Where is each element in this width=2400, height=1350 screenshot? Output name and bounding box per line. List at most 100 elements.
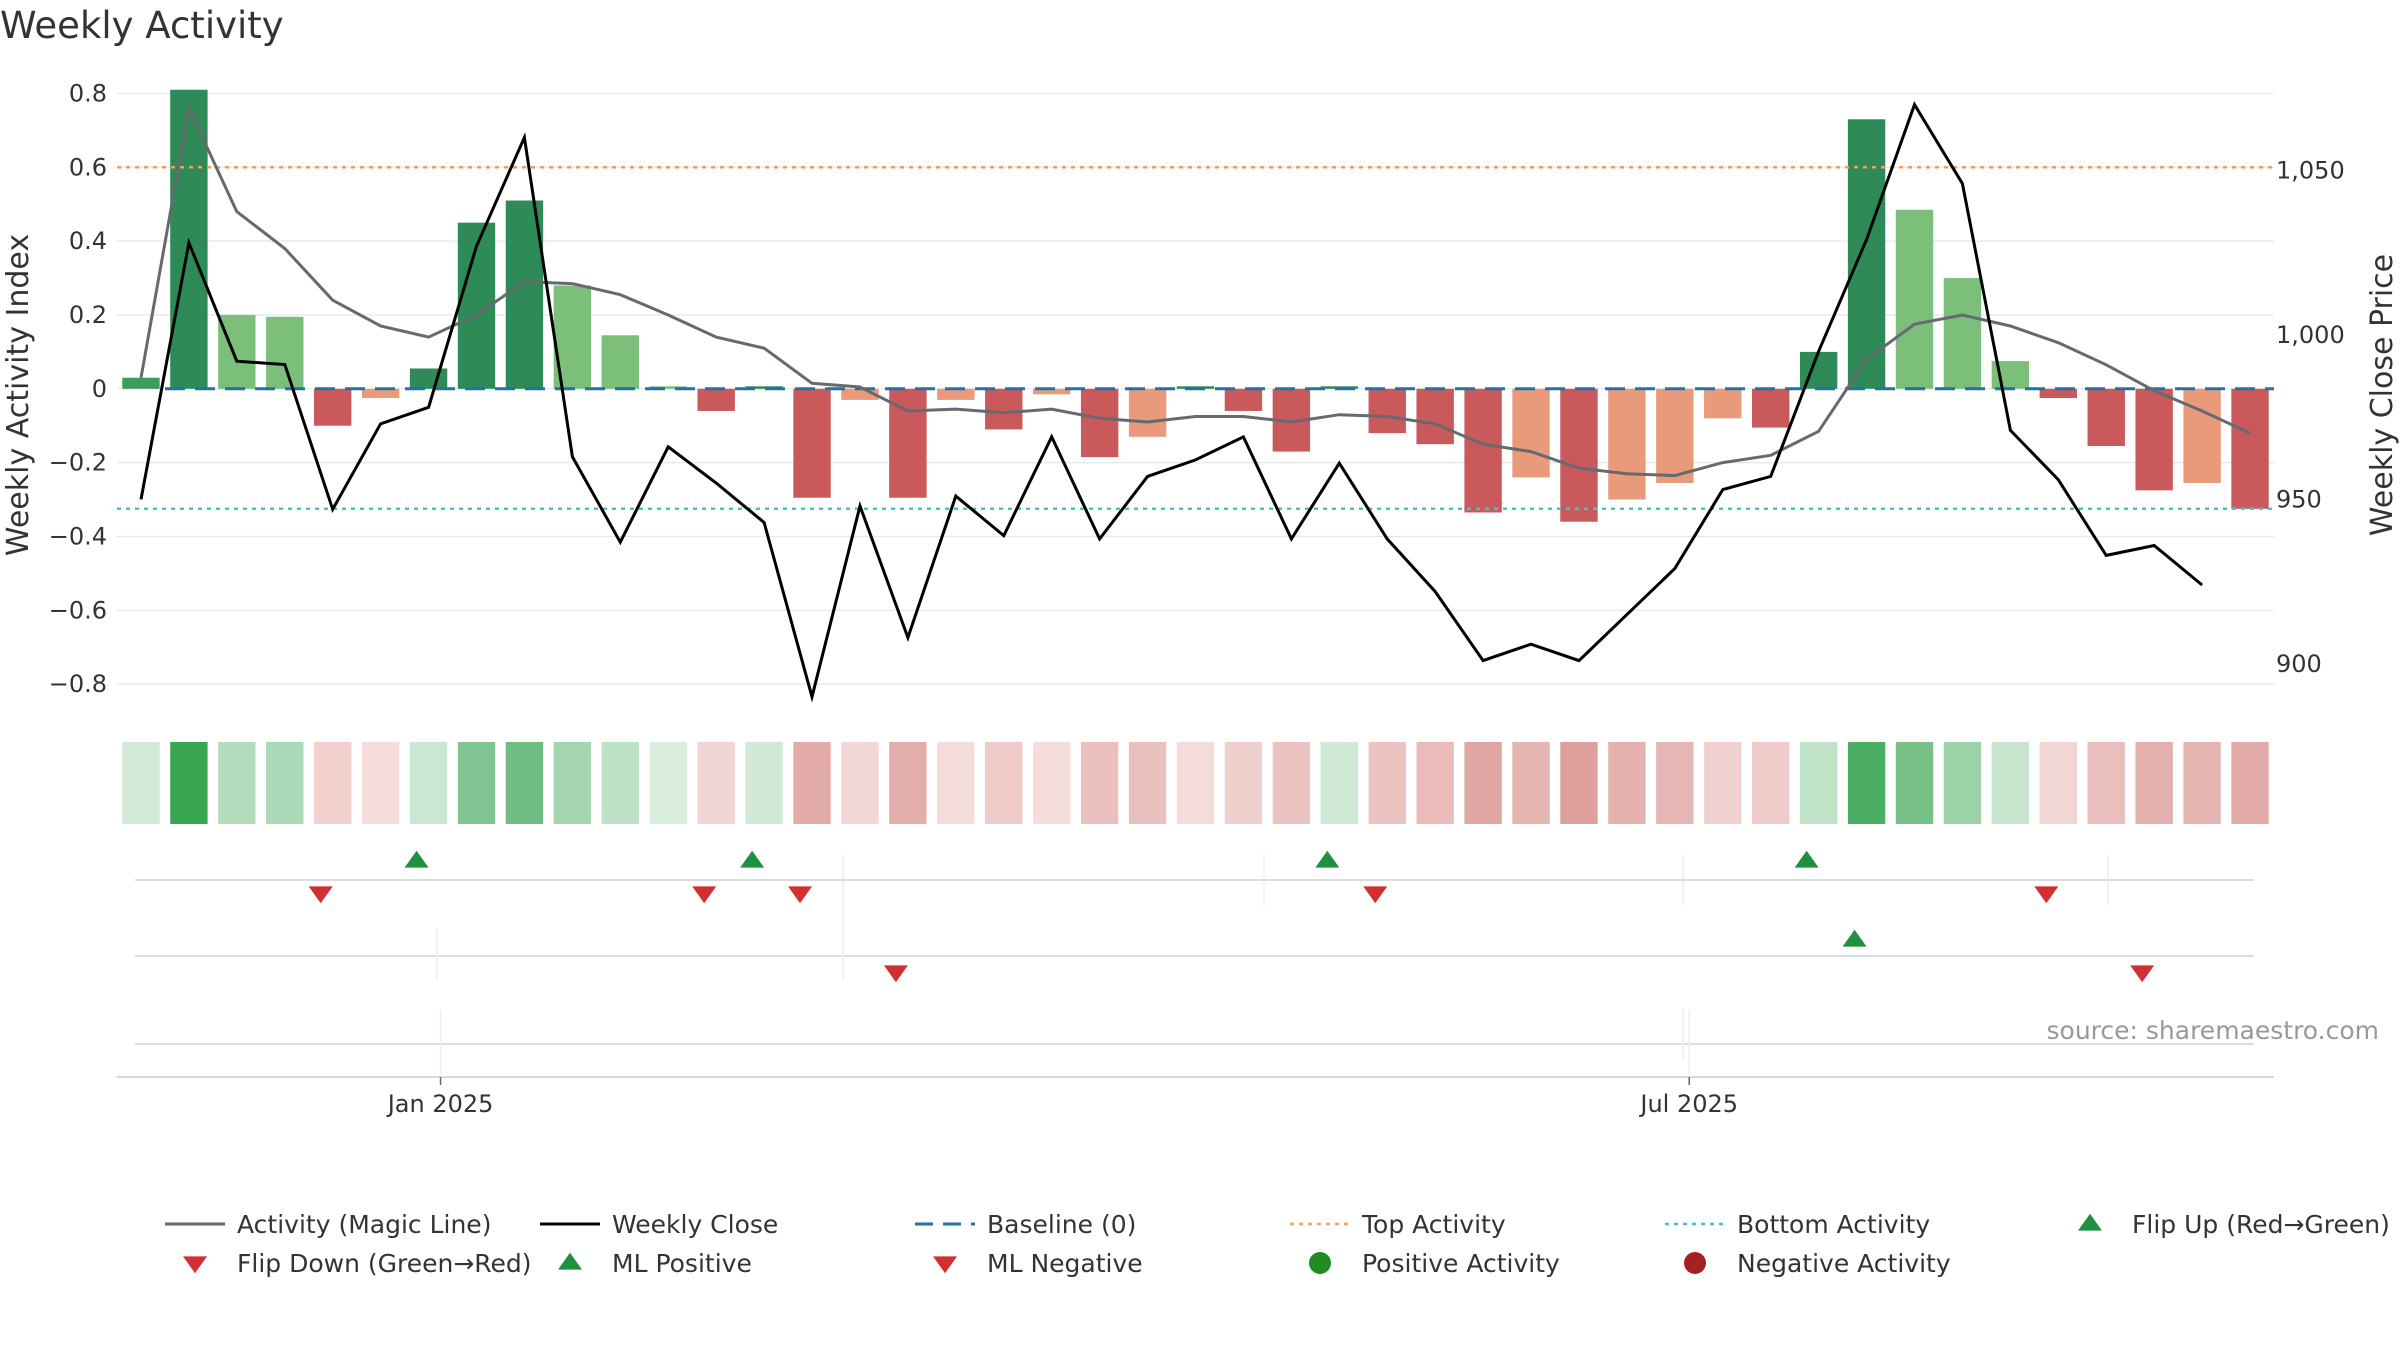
- magic-line-series: [139, 103, 2251, 478]
- activity-bar: [745, 386, 783, 389]
- legend-swatch: [1309, 1252, 1331, 1274]
- legend-swatch: [558, 1252, 582, 1270]
- heat-cell: [1464, 742, 1502, 824]
- activity-bar: [1224, 388, 1263, 411]
- heat-cell: [553, 742, 592, 824]
- ml-positive-marker: [1842, 929, 1867, 947]
- flip-up-marker: [404, 850, 429, 868]
- ml-negative-marker: [2130, 965, 2155, 983]
- legend-label: Positive Activity: [1362, 1249, 1560, 1278]
- chart-title: Weekly Activity: [0, 4, 284, 47]
- heat-cell: [985, 742, 1023, 824]
- activity-bar: [1560, 388, 1598, 522]
- y2-tick-label: 950: [2276, 485, 2322, 513]
- activity-bar: [1368, 388, 1406, 434]
- activity-bar: [2039, 388, 2077, 399]
- heat-cell: [505, 742, 544, 824]
- heat-cell: [361, 742, 400, 824]
- activity-bar: [649, 386, 687, 389]
- heat-cell: [1176, 742, 1215, 824]
- legend: Activity (Magic Line) Weekly Close Baselin…: [165, 1210, 2390, 1278]
- activity-bar: [1080, 388, 1119, 458]
- y-tick-label: −0.8: [49, 670, 107, 698]
- legend-label: Bottom Activity: [1737, 1210, 1930, 1239]
- heat-cell: [1033, 742, 1071, 824]
- heat-cell: [745, 742, 783, 824]
- flip-marker-panel: [117, 850, 2274, 1078]
- heat-cell: [409, 742, 448, 824]
- activity-heatstrip: [122, 742, 2269, 824]
- legend-swatch: [2078, 1213, 2102, 1231]
- activity-bar: [1033, 388, 1071, 395]
- heat-cell: [2087, 742, 2125, 824]
- activity-bar: [1656, 388, 1694, 483]
- y2-tick-label: 1,050: [2276, 156, 2345, 184]
- flip-up-marker: [1315, 850, 1340, 868]
- heat-cell: [1608, 742, 1646, 824]
- heat-cell: [2183, 742, 2221, 824]
- legend-swatch: [933, 1256, 957, 1274]
- x-tick-label: Jul 2025: [1638, 1090, 1738, 1118]
- flip-down-marker: [692, 886, 717, 904]
- heat-cell: [1560, 742, 1598, 824]
- heat-cell: [2039, 742, 2077, 824]
- legend-label: Flip Up (Red→Green): [2132, 1210, 2390, 1239]
- heat-cell: [889, 742, 927, 824]
- legend-swatch: [183, 1256, 207, 1274]
- activity-bar: [361, 388, 400, 399]
- heat-cell: [1224, 742, 1263, 824]
- activity-bar: [409, 368, 448, 389]
- heat-cell: [2231, 742, 2269, 824]
- heat-cell: [1704, 742, 1742, 824]
- activity-bars: [122, 89, 2269, 522]
- flip-up-marker: [1794, 850, 1819, 868]
- heat-cell: [697, 742, 735, 824]
- heat-cell: [793, 742, 831, 824]
- heat-cell: [1320, 742, 1358, 824]
- activity-bar: [1704, 388, 1742, 419]
- activity-bar: [2231, 388, 2269, 509]
- reference-lines: [117, 166, 2274, 511]
- activity-bar: [2183, 388, 2221, 483]
- legend-swatch: [1684, 1252, 1706, 1274]
- activity-bar: [793, 388, 831, 498]
- y-tick-label: 0.8: [69, 79, 107, 107]
- heat-cell: [266, 742, 304, 824]
- heat-cell: [457, 742, 496, 824]
- activity-bar: [1943, 278, 1982, 389]
- heat-cell: [1799, 742, 1838, 824]
- legend-label: Activity (Magic Line): [237, 1210, 491, 1239]
- heat-cell: [2135, 742, 2173, 824]
- heat-cell: [1895, 742, 1934, 824]
- legend-label: ML Negative: [987, 1249, 1143, 1278]
- legend-label: Top Activity: [1361, 1210, 1506, 1239]
- activity-bar: [1128, 388, 1167, 437]
- x-axis-ticks: Jan 2025 Jul 2025: [386, 1010, 1738, 1118]
- y-tick-label: 0.6: [69, 153, 107, 181]
- heat-cell: [1080, 742, 1119, 824]
- activity-bar: [1464, 388, 1502, 513]
- heat-cell: [937, 742, 975, 824]
- activity-bar: [1847, 119, 1886, 389]
- heat-cell: [841, 742, 879, 824]
- y-tick-label: 0.4: [69, 227, 107, 255]
- activity-bar: [2135, 388, 2173, 491]
- flip-down-marker: [308, 886, 333, 904]
- heat-cell: [1368, 742, 1406, 824]
- activity-bar: [697, 388, 735, 411]
- activity-bar: [505, 200, 544, 389]
- y2-axis-ticks: 1,050 1,000 950 900: [2276, 156, 2345, 678]
- heat-cell: [170, 742, 208, 824]
- heat-cell: [1416, 742, 1454, 824]
- activity-bar: [1895, 209, 1934, 389]
- heat-cell: [1272, 742, 1311, 824]
- heat-cell: [1943, 742, 1982, 824]
- legend-label: Negative Activity: [1737, 1249, 1951, 1278]
- source-note: source: sharemaestro.com: [2047, 1016, 2380, 1045]
- y2-tick-label: 1,000: [2276, 321, 2345, 349]
- activity-bar: [1608, 388, 1646, 500]
- heat-cell: [218, 742, 256, 824]
- y-tick-label: −0.4: [49, 522, 107, 550]
- heat-cell: [1128, 742, 1167, 824]
